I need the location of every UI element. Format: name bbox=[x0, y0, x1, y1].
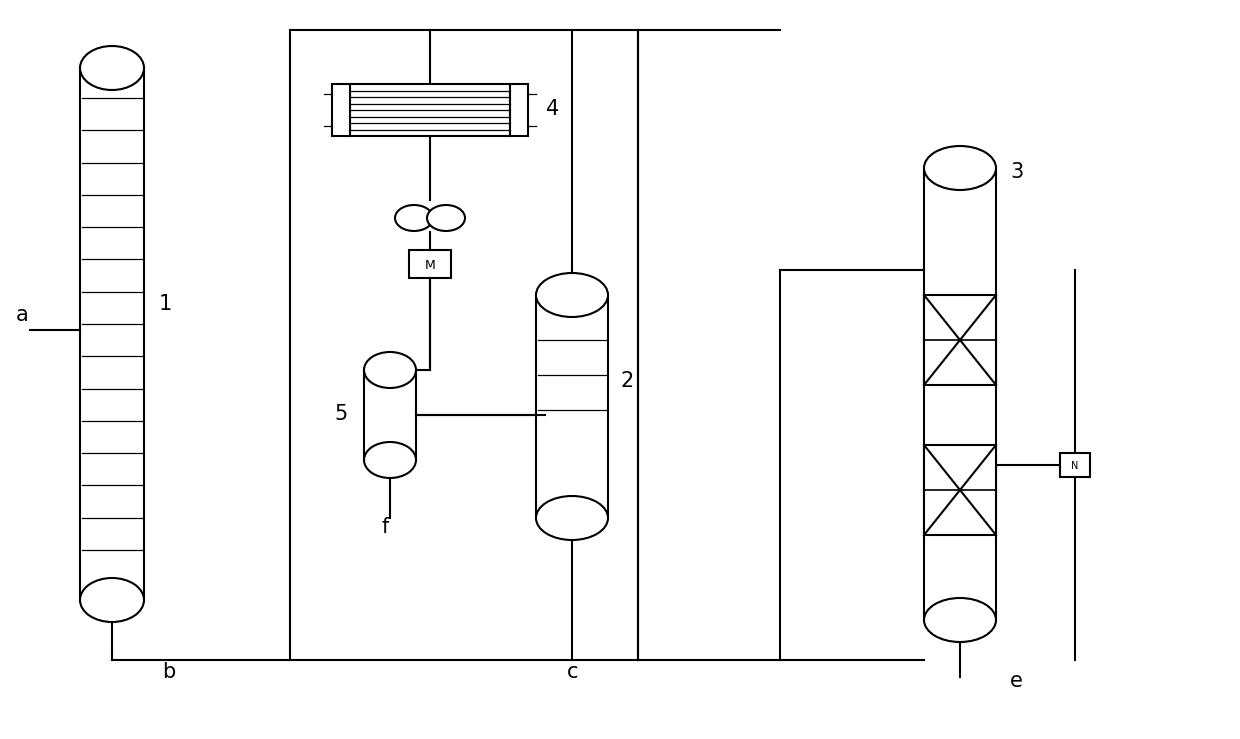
Bar bbox=[332, 84, 350, 136]
Ellipse shape bbox=[427, 205, 465, 231]
Text: 2: 2 bbox=[620, 370, 634, 390]
Bar bbox=[409, 250, 451, 278]
Bar bbox=[924, 295, 996, 385]
Text: c: c bbox=[567, 662, 579, 682]
Text: e: e bbox=[1011, 671, 1023, 691]
Ellipse shape bbox=[924, 146, 996, 190]
Text: f: f bbox=[382, 517, 389, 537]
Ellipse shape bbox=[81, 46, 144, 90]
Text: a: a bbox=[16, 305, 29, 325]
Bar bbox=[350, 84, 510, 136]
Ellipse shape bbox=[365, 352, 415, 388]
Text: N: N bbox=[1071, 461, 1079, 471]
Bar bbox=[924, 445, 996, 535]
Ellipse shape bbox=[365, 442, 415, 478]
Ellipse shape bbox=[536, 273, 608, 317]
Ellipse shape bbox=[924, 598, 996, 642]
Text: b: b bbox=[162, 662, 175, 682]
Text: 5: 5 bbox=[334, 404, 347, 424]
Text: 3: 3 bbox=[1011, 162, 1023, 182]
Text: M: M bbox=[424, 259, 435, 271]
Text: 4: 4 bbox=[546, 99, 559, 119]
Ellipse shape bbox=[536, 496, 608, 540]
Ellipse shape bbox=[396, 205, 433, 231]
Bar bbox=[1060, 453, 1090, 477]
Text: 1: 1 bbox=[159, 294, 172, 314]
Ellipse shape bbox=[81, 578, 144, 622]
Bar bbox=[510, 84, 528, 136]
